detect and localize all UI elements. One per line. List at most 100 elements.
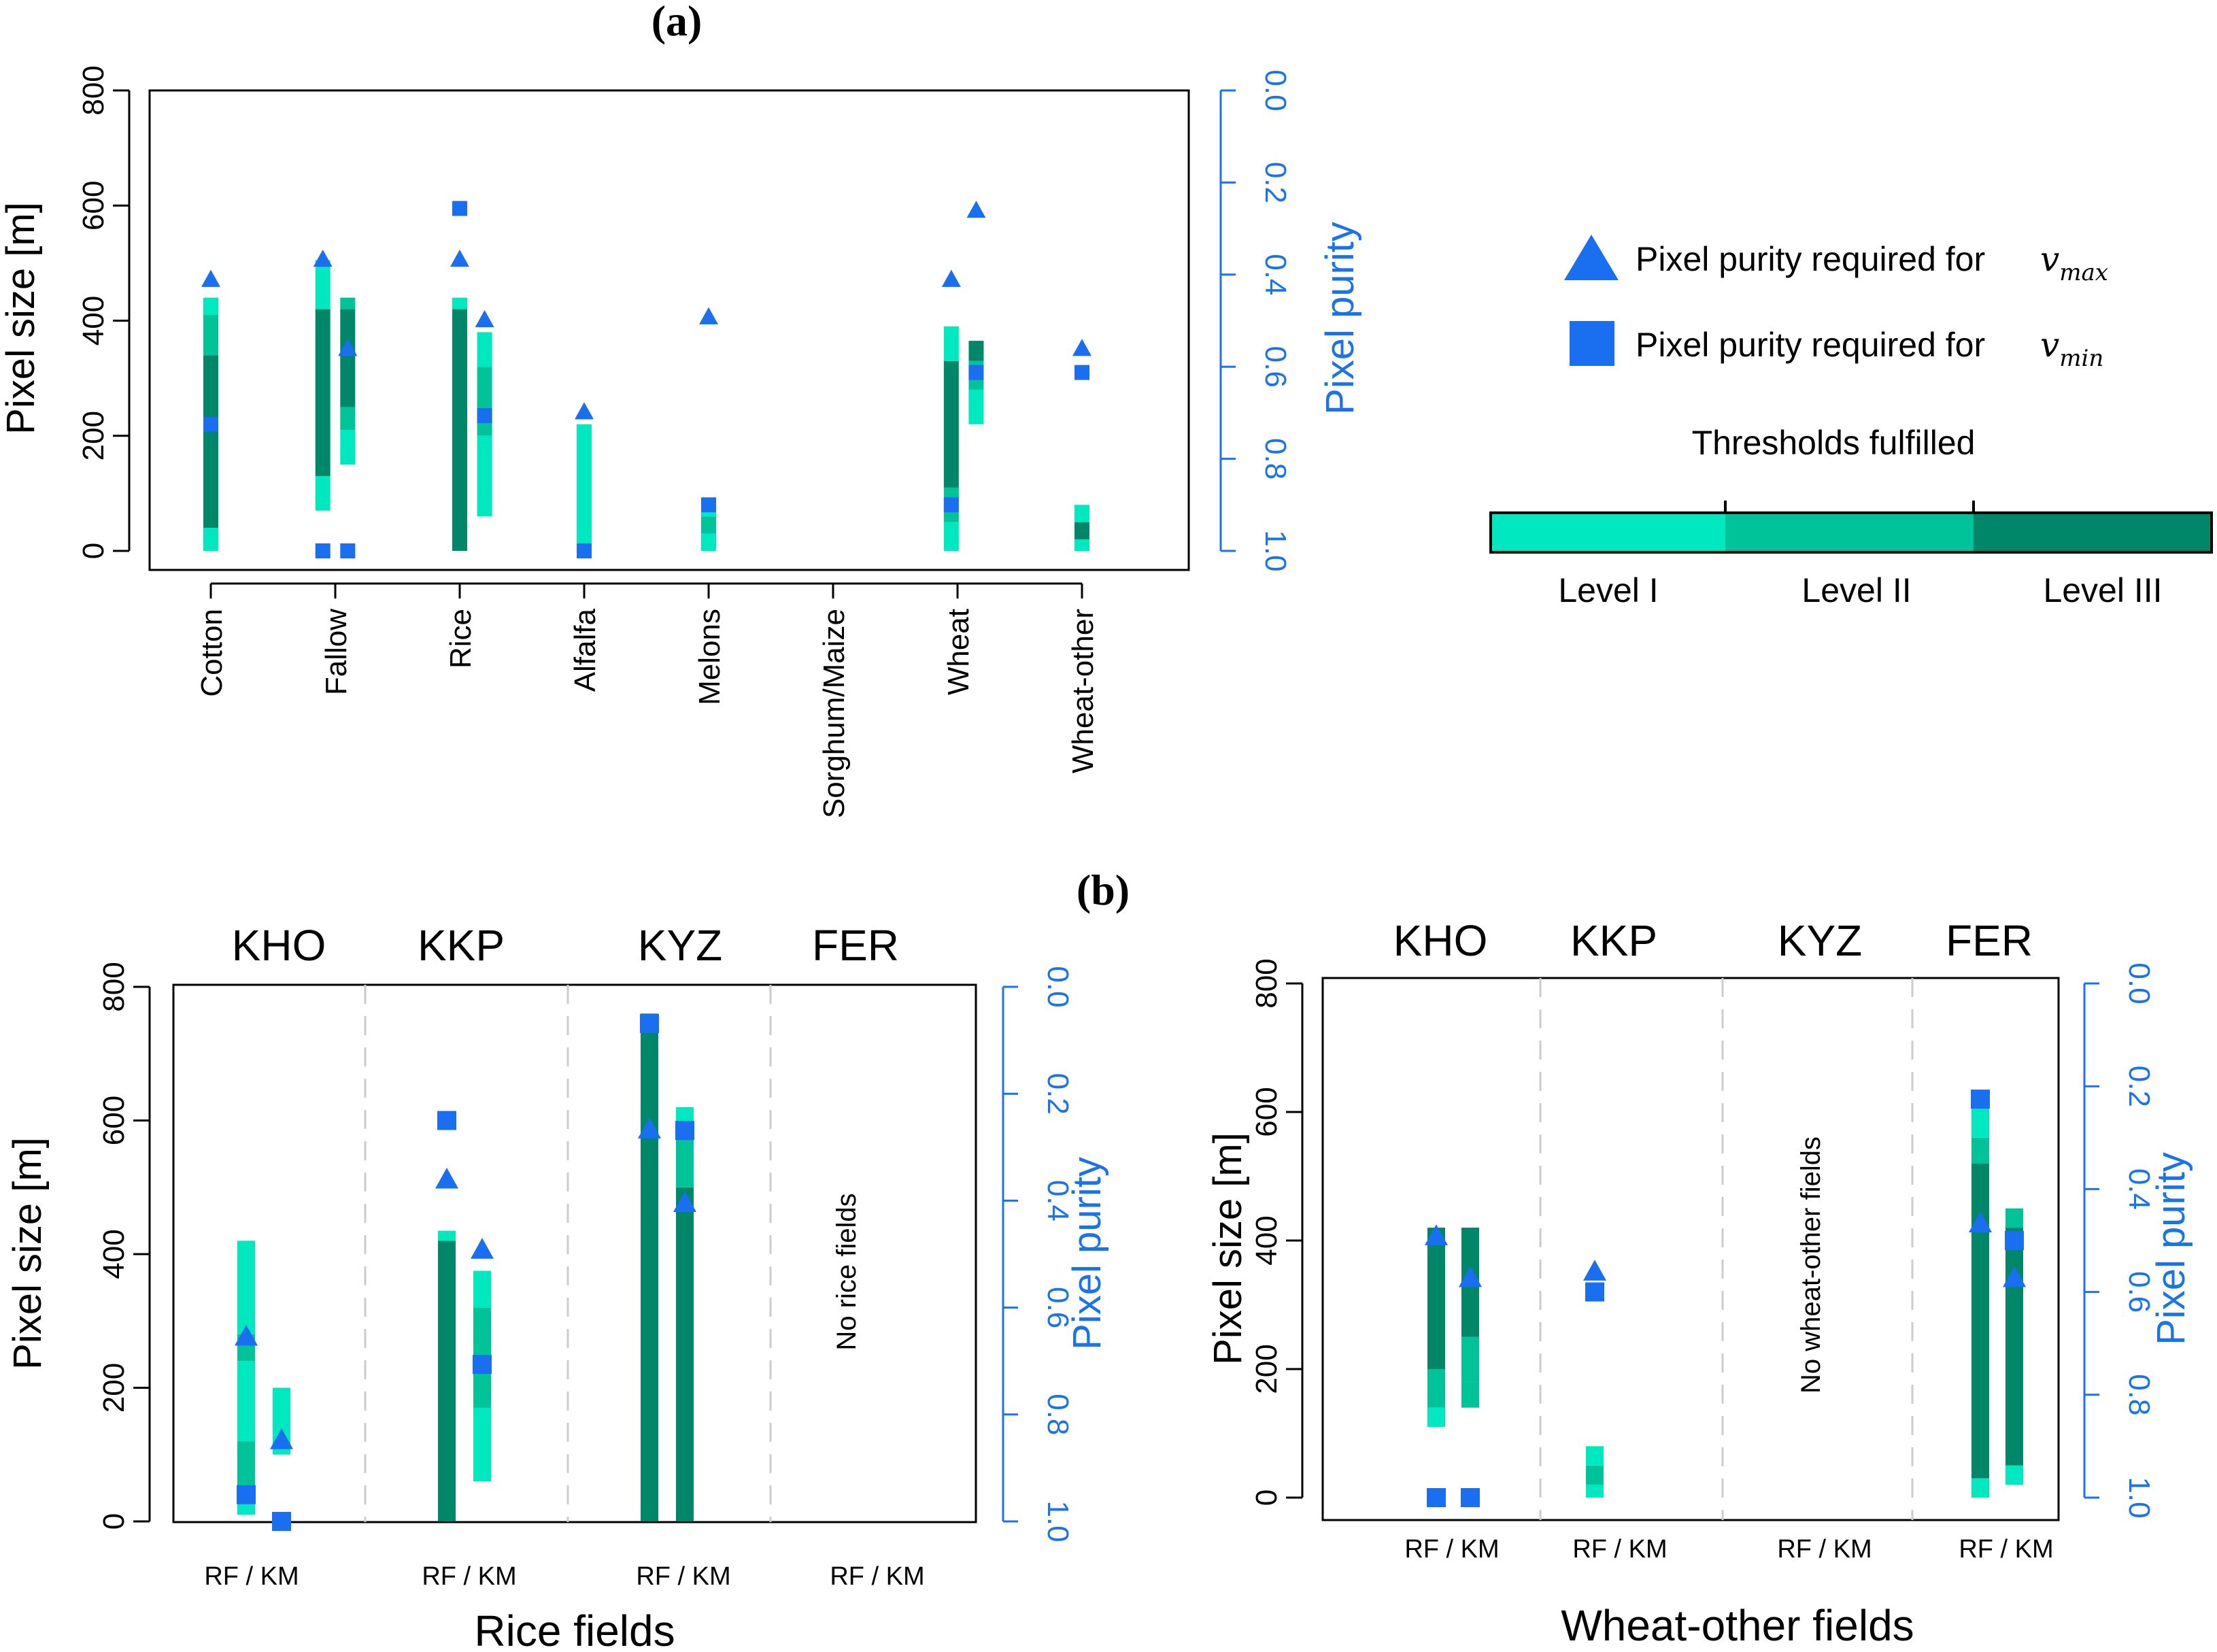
- legend-level-2-label: Level II: [1801, 571, 1911, 609]
- right-tick-label: 0.2: [2122, 1066, 2156, 1107]
- region-label: KHO: [1393, 916, 1488, 965]
- right-tick-label: 1.0: [2122, 1477, 2156, 1518]
- group-label: RF / KM: [830, 1562, 924, 1591]
- bar-segment: [968, 341, 984, 361]
- region-label: FER: [812, 921, 899, 970]
- legend-square-marker: [1570, 321, 1614, 366]
- panel-b-wheat-right-axis-label: Pixel purity: [2149, 1152, 2193, 1345]
- bar-segment: [943, 360, 959, 488]
- vmin-square: [2005, 1231, 2024, 1250]
- bar-segment: [473, 1407, 491, 1482]
- right-tick-label: 0.6: [1259, 346, 1292, 388]
- vmax-triangle: [638, 1117, 661, 1139]
- vmin-square: [1461, 1488, 1480, 1507]
- vmax-triangle: [1969, 1211, 1992, 1233]
- bar-segment: [340, 430, 356, 465]
- vmax-triangle: [435, 1167, 458, 1189]
- vmax-triangle: [941, 269, 961, 287]
- bar-segment: [701, 516, 716, 534]
- vmin-square: [477, 408, 492, 424]
- right-tick-label: 0.4: [2122, 1168, 2156, 1210]
- vmax-triangle: [699, 307, 718, 324]
- panel-b-rice-y-axis-label: Pixel size [m]: [5, 1137, 50, 1370]
- bar-segment: [2006, 1228, 2023, 1466]
- region-label: KYZ: [1778, 916, 1862, 965]
- category-label: Cotton: [195, 609, 229, 697]
- legend-vmax-symbol: vmax: [2040, 239, 2108, 286]
- bar-segment: [340, 407, 356, 431]
- bar-segment: [1971, 1163, 1989, 1479]
- category-label: Alfalfa: [569, 608, 602, 692]
- y-tick-label: 200: [97, 1363, 131, 1413]
- bar-segment: [2006, 1208, 2023, 1228]
- panel-a-right-axis-label: Pixel purity: [1318, 222, 1362, 415]
- right-tick-label: 0.8: [1041, 1394, 1074, 1435]
- panel-b-rice-right-axis-label: Pixel purity: [1065, 1157, 1109, 1350]
- vmin-square: [315, 543, 331, 558]
- panel-b-wheat-frame: [1321, 977, 2060, 1521]
- bar-segment: [1074, 539, 1089, 551]
- bar-segment: [1427, 1369, 1445, 1408]
- bar-segment: [1586, 1465, 1604, 1485]
- bar-segment: [340, 297, 356, 309]
- vmin-square: [437, 1111, 456, 1130]
- bar-segment: [1971, 1478, 1989, 1498]
- y-tick-label: 200: [77, 411, 110, 460]
- y-tick-label: 600: [97, 1096, 131, 1145]
- region-label: FER: [1946, 916, 2033, 965]
- category-label: Sorghum/Maize: [817, 609, 851, 818]
- bar-segment: [203, 315, 218, 356]
- group-label: RF / KM: [1959, 1535, 2053, 1564]
- vmax-triangle: [2003, 1266, 2026, 1287]
- vmin-square: [1074, 365, 1089, 380]
- vmin-square: [1585, 1282, 1604, 1302]
- bar-segment: [315, 269, 331, 309]
- vmin-square: [701, 497, 716, 513]
- bar-segment: [273, 1387, 290, 1435]
- right-tick-label: 0.2: [1041, 1073, 1074, 1115]
- right-tick-label: 0.6: [2122, 1271, 2156, 1313]
- bar-segment: [676, 1134, 694, 1187]
- vmin-square: [203, 416, 218, 432]
- group-label: RF / KM: [1404, 1535, 1499, 1564]
- region-label: KHO: [232, 921, 326, 970]
- region-label: KKP: [1570, 916, 1657, 965]
- vmax-triangle: [1425, 1224, 1448, 1245]
- category-label: Wheat: [942, 609, 975, 695]
- region-label: KKP: [418, 921, 505, 970]
- bar-segment: [477, 332, 492, 367]
- legend-vmin-symbol: vmin: [2040, 325, 2103, 372]
- bar-segment: [676, 1187, 694, 1521]
- bar-segment: [968, 390, 984, 424]
- y-tick-label: 600: [1250, 1087, 1283, 1136]
- right-tick-label: 1.0: [1259, 530, 1292, 571]
- legend-thresholds-title: Thresholds fulfilled: [1692, 424, 1976, 462]
- bar-segment: [237, 1241, 255, 1334]
- bar-segment: [943, 522, 959, 551]
- y-tick-label: 800: [1250, 958, 1283, 1008]
- vmin-square: [1971, 1090, 1990, 1109]
- legend-level-2-swatch: [1725, 513, 1974, 552]
- right-tick-label: 0.0: [1041, 966, 1074, 1007]
- legend-triangle-marker: [1564, 235, 1619, 280]
- bar-segment: [203, 528, 218, 551]
- bar-segment: [315, 475, 331, 511]
- bar-segment: [1074, 505, 1089, 522]
- vmax-triangle: [471, 1238, 494, 1259]
- bar-segment: [203, 297, 218, 316]
- panel-b-rice: Pixel size [m] Pixel purity Rice fields …: [5, 921, 1109, 1652]
- bar-segment: [577, 424, 592, 551]
- vmin-square: [473, 1355, 492, 1375]
- y-tick-label: 400: [97, 1229, 131, 1279]
- right-tick-label: 0.6: [1041, 1287, 1074, 1328]
- bar-segment: [2006, 1465, 2023, 1485]
- bar-segment: [438, 1230, 456, 1241]
- vmin-square: [943, 497, 959, 513]
- vmax-triangle: [966, 201, 986, 218]
- vmin-square: [272, 1512, 291, 1531]
- bar-segment: [452, 297, 467, 309]
- right-tick-label: 0.4: [1259, 254, 1292, 295]
- right-tick-label: 1.0: [1041, 1500, 1074, 1542]
- bar-segment: [203, 355, 218, 528]
- vmin-square: [577, 543, 592, 558]
